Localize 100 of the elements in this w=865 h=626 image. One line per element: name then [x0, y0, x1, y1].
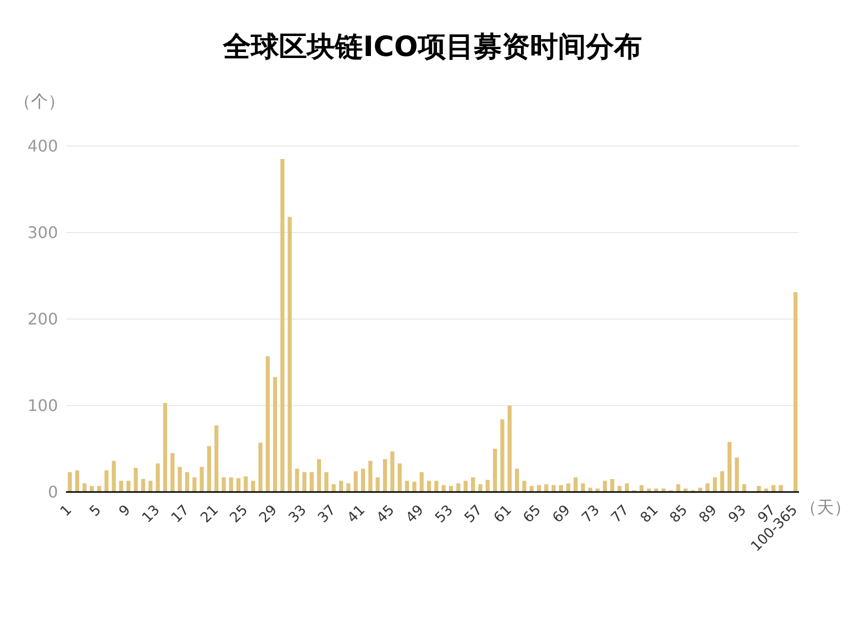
- bar: [185, 472, 190, 492]
- bar: [126, 480, 130, 492]
- x-tick-label: 9: [116, 502, 134, 520]
- y-tick-label: 300: [27, 223, 58, 242]
- x-tick-label: 93: [726, 502, 750, 526]
- x-tick-label: 53: [432, 502, 456, 526]
- bar: [207, 446, 212, 492]
- bar: [742, 484, 746, 492]
- x-tick-label: 65: [520, 502, 544, 526]
- bar: [104, 470, 108, 492]
- bar: [229, 477, 234, 492]
- x-tick-label: 1: [58, 502, 76, 520]
- bar: [794, 292, 798, 492]
- bar: [500, 419, 504, 492]
- x-tick-label: 5: [86, 502, 105, 520]
- bar: [222, 477, 226, 492]
- bar: [156, 463, 160, 492]
- bar: [588, 488, 592, 492]
- bar: [119, 480, 124, 492]
- bar: [302, 472, 306, 492]
- x-tick-label: 29: [256, 502, 280, 526]
- bar: [251, 480, 256, 492]
- x-tick-label: 61: [491, 502, 515, 526]
- bar: [90, 486, 94, 492]
- bar: [552, 485, 556, 492]
- bar: [558, 485, 563, 492]
- bar: [266, 356, 270, 492]
- x-tick-label: 25: [227, 502, 252, 526]
- bar: [602, 480, 607, 492]
- bar: [728, 442, 732, 492]
- bar: [544, 484, 548, 492]
- y-tick-label: 400: [27, 136, 58, 156]
- bar: [618, 486, 622, 492]
- x-tick-label: 37: [315, 502, 340, 526]
- bar: [624, 483, 629, 492]
- x-tick-label: 49: [403, 502, 428, 526]
- bar: [273, 376, 278, 492]
- bar: [536, 485, 541, 492]
- bar: [214, 425, 218, 492]
- bar: [317, 459, 322, 492]
- bar: [412, 482, 416, 492]
- bar: [295, 468, 300, 492]
- y-tick-label: 200: [27, 310, 58, 329]
- bar: [170, 453, 174, 492]
- x-tick-label: 73: [579, 502, 603, 526]
- bar: [141, 479, 146, 492]
- bar: [178, 466, 182, 492]
- bar: [448, 486, 453, 492]
- bar: [324, 472, 328, 492]
- bar: [339, 480, 344, 492]
- bar: [280, 158, 284, 492]
- bar: [200, 466, 204, 492]
- bar: [720, 471, 724, 492]
- x-tick-label: 41: [344, 502, 368, 526]
- bar: [390, 451, 394, 492]
- x-axis-title: （天）: [800, 497, 851, 519]
- bar: [236, 478, 240, 492]
- bar: [778, 485, 783, 492]
- x-tick-label: 57: [462, 502, 486, 526]
- bar: [640, 485, 644, 492]
- bar: [464, 480, 468, 492]
- x-tick-label: 81: [638, 502, 662, 526]
- bar: [354, 471, 358, 492]
- bar: [420, 472, 424, 492]
- bar: [376, 477, 380, 492]
- bar: [244, 476, 248, 492]
- bar: [97, 486, 102, 492]
- bar: [706, 483, 710, 492]
- x-tick-label: 69: [550, 502, 574, 526]
- x-tick-label: 13: [139, 502, 164, 526]
- bar: [398, 463, 402, 492]
- x-tick-label: 33: [286, 502, 310, 526]
- y-tick-label: 100: [27, 396, 58, 416]
- bar: [405, 480, 410, 492]
- bar: [434, 480, 438, 492]
- bar: [712, 477, 717, 492]
- y-tick-label: 0: [48, 482, 58, 502]
- bar: [514, 468, 519, 492]
- bar: [574, 477, 578, 492]
- bar: [698, 488, 702, 492]
- bar: [163, 402, 168, 492]
- bar: [82, 483, 86, 492]
- chart-title: 全球区块链ICO项目募资时间分布: [222, 29, 643, 65]
- bar: [566, 483, 570, 492]
- bar: [288, 216, 292, 492]
- bar: [470, 477, 475, 492]
- bar: [75, 470, 80, 492]
- bar: [148, 480, 152, 492]
- bar: [68, 472, 72, 492]
- x-tick-label: 45: [374, 502, 398, 526]
- bar: [346, 483, 350, 492]
- bar: [361, 468, 366, 492]
- bar: [134, 468, 138, 492]
- bar: [427, 480, 432, 492]
- bar: [310, 472, 314, 492]
- x-tick-label: 77: [608, 502, 632, 526]
- bar: [112, 460, 116, 492]
- bar: [610, 479, 614, 492]
- bar: [258, 442, 262, 492]
- x-tick-label: 17: [168, 502, 192, 526]
